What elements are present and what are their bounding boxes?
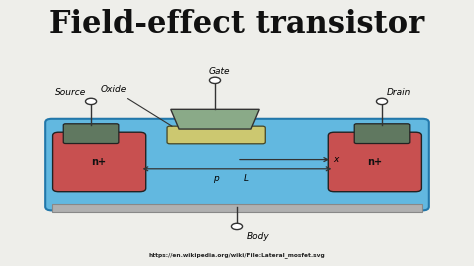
Text: https://en.wikipedia.org/wiki/File:Lateral_mosfet.svg: https://en.wikipedia.org/wiki/File:Later… [149,252,325,258]
Text: p: p [213,173,219,182]
Circle shape [376,98,388,105]
Text: L: L [244,173,249,182]
Bar [52,204,422,212]
FancyBboxPatch shape [53,132,146,192]
Circle shape [210,77,220,84]
Text: Drain: Drain [387,88,411,97]
Text: Gate: Gate [209,67,230,76]
FancyBboxPatch shape [167,126,265,144]
Text: x: x [333,155,339,164]
Circle shape [231,223,243,230]
Text: n+: n+ [91,157,107,167]
Circle shape [85,98,97,105]
Text: n+: n+ [367,157,383,167]
FancyBboxPatch shape [45,119,429,210]
FancyBboxPatch shape [354,124,410,144]
Text: Oxide: Oxide [100,85,172,126]
Polygon shape [171,109,259,129]
Text: Source: Source [55,88,86,97]
Text: Field-effect transistor: Field-effect transistor [49,9,425,40]
Text: Body: Body [246,232,269,241]
FancyBboxPatch shape [63,124,119,144]
FancyBboxPatch shape [328,132,421,192]
